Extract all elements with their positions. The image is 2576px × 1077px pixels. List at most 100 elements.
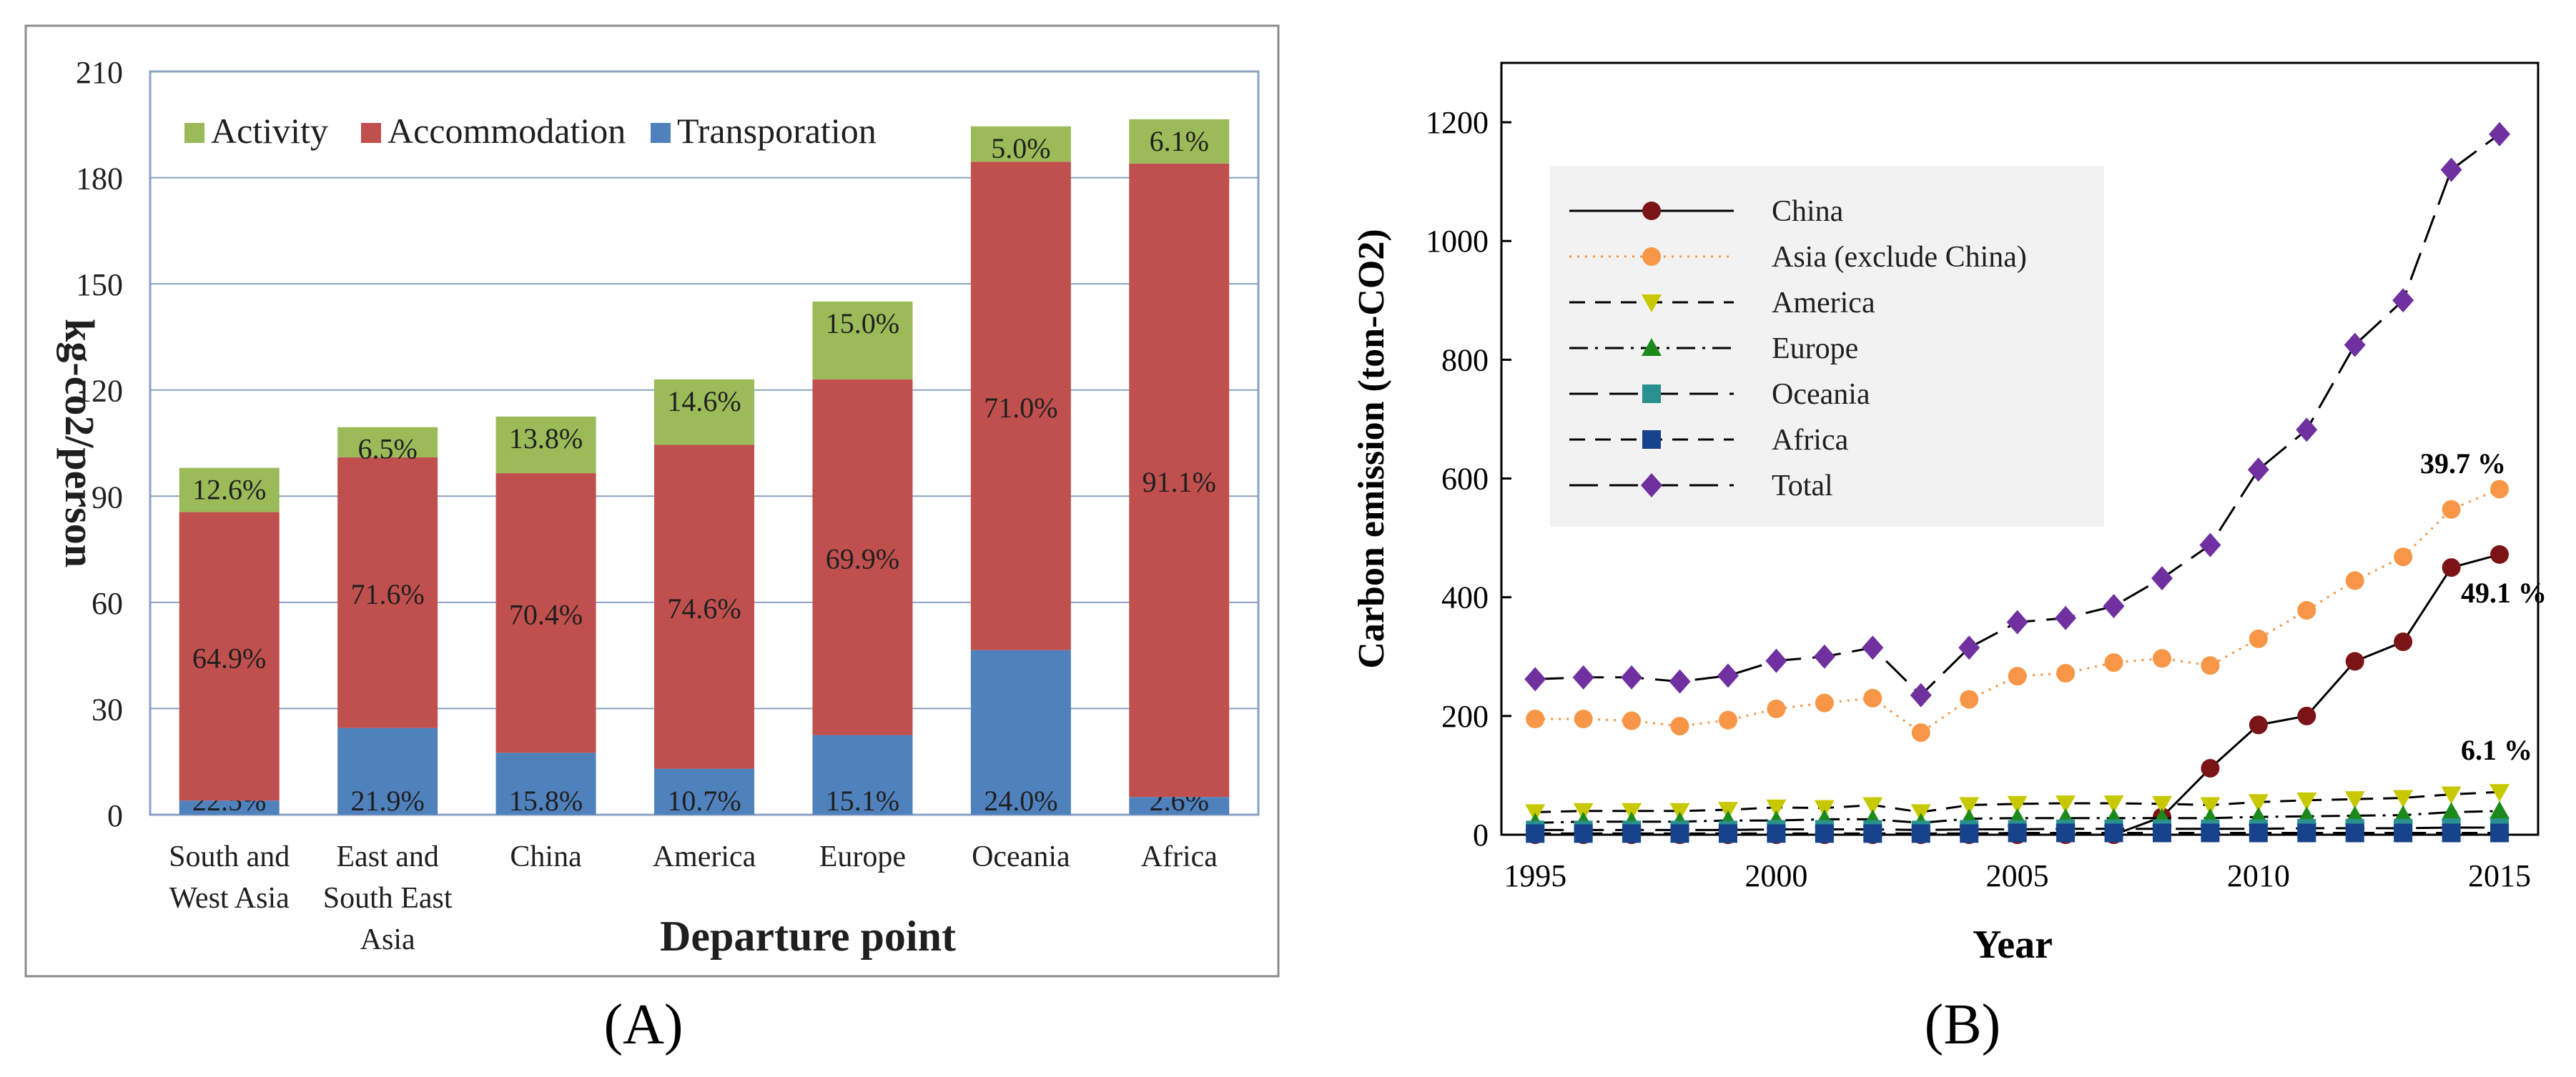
a-x-tick-labels: South and West Asia East and South East Asia… (169, 840, 1218, 956)
point-total (1765, 648, 1787, 673)
point-africa (2104, 823, 2123, 843)
point-america (2248, 794, 2269, 813)
legend-label-activity: Activity (211, 111, 328, 151)
point-china (2345, 652, 2364, 671)
point-total (1862, 635, 1884, 660)
bar-activity-0 (179, 467, 280, 512)
point-america (2393, 790, 2414, 808)
a-x-tick-label: South East (323, 882, 453, 915)
point-asia-exclude-china (2152, 649, 2171, 668)
point-asia-exclude-china (1960, 690, 1979, 709)
legend-marker-africa (1642, 430, 1661, 449)
legend-label-africa: Africa (1772, 424, 1849, 457)
point-america (2489, 784, 2510, 803)
point-china (2490, 545, 2510, 564)
bar-activity-6 (1129, 119, 1230, 164)
a-x-axis-title: Departure point (660, 913, 956, 960)
point-america (1814, 800, 1835, 818)
point-asia-exclude-china (2394, 547, 2413, 567)
bar-data-label: 10.7% (667, 785, 741, 817)
bar-data-label: 15.0% (826, 307, 899, 339)
b-y-axis-title: Carbon emission (ton-CO2) (1351, 229, 1392, 668)
point-asia-exclude-china (1767, 699, 1786, 718)
annotation-asia-share: 39.7 % (2420, 447, 2506, 480)
legend-swatch-transporation (651, 123, 671, 143)
bar-transporation-2 (495, 753, 596, 815)
point-asia-exclude-china (2249, 629, 2268, 648)
point-asia-exclude-china (1911, 723, 1930, 743)
point-america (2056, 795, 2076, 813)
point-africa (2442, 823, 2461, 843)
point-africa (1960, 824, 1979, 843)
bar-data-label: 70.4% (509, 599, 583, 631)
legend-marker-america (1642, 294, 1662, 312)
bar-data-label: 13.8% (509, 422, 583, 455)
point-asia-exclude-china (1815, 693, 1834, 713)
point-africa (1670, 824, 1689, 843)
bar-accommodation-1 (337, 457, 438, 728)
bar-accommodation-3 (654, 445, 754, 769)
point-total (1621, 665, 1643, 690)
legend-marker-china (1642, 202, 1661, 220)
point-china (2249, 715, 2268, 735)
point-africa (1622, 824, 1642, 843)
point-total (1910, 683, 1932, 708)
point-america (1959, 797, 1980, 815)
b-series-lines (1524, 121, 2511, 844)
point-asia-exclude-china (2297, 600, 2316, 620)
a-y-tick-labels: 0 30 60 90 120 150 180 210 (76, 55, 123, 833)
point-africa (2297, 823, 2316, 843)
legend-label-transporation: Transporation (677, 111, 877, 151)
bar-activity-4 (812, 301, 913, 379)
legend-label-china: China (1772, 195, 1844, 228)
a-x-tick-label: West Asia (169, 882, 290, 915)
bar-data-label: 6.5% (357, 433, 417, 465)
bar-transporation-4 (812, 735, 913, 815)
bar-activity-2 (495, 416, 596, 474)
point-total (2247, 457, 2269, 482)
legend-label-total: Total (1772, 470, 1833, 502)
point-asia-exclude-china (1863, 688, 1882, 708)
point-africa (2201, 823, 2220, 843)
a-x-tick-label: East and (336, 840, 438, 873)
point-africa (1526, 824, 1545, 843)
bar-data-label: 15.1% (826, 785, 899, 817)
a-x-tick-label: China (510, 840, 582, 873)
bar-data-label: 24.0% (984, 785, 1057, 817)
bar-accommodation-2 (495, 473, 596, 753)
point-africa (2056, 823, 2076, 843)
point-africa (2249, 823, 2268, 843)
point-china (2201, 758, 2220, 778)
legend-swatch-accommodation (361, 123, 381, 143)
b-x-tick-label: 2000 (1745, 858, 1807, 893)
a-x-tick-label: Asia (360, 923, 415, 956)
point-asia-exclude-china (1718, 710, 1737, 730)
a-bars: 22.5%64.9%12.6%21.9%71.6%6.5%15.8%70.4%1… (179, 119, 1230, 817)
a-y-tick-label: 90 (92, 480, 123, 515)
a-y-tick-label: 120 (76, 374, 123, 409)
point-asia-exclude-china (2442, 500, 2461, 519)
point-africa (1815, 824, 1834, 843)
b-x-tick-label: 2010 (2227, 858, 2290, 893)
bar-accommodation-4 (812, 379, 913, 735)
point-asia-exclude-china (2490, 480, 2510, 499)
legend-marker-total (1641, 473, 1662, 497)
bar-data-label: 12.6% (192, 474, 266, 506)
point-asia-exclude-china (2201, 656, 2220, 675)
b-x-tick-label: 2005 (1986, 858, 2049, 893)
a-y-axis-title: kg-co2/person (56, 319, 103, 567)
bar-data-label: 15.8% (509, 785, 583, 817)
point-total (2199, 532, 2221, 557)
b-y-tick-label: 1200 (1426, 105, 1489, 140)
legend-label-europe: Europe (1772, 332, 1858, 365)
bar-data-label: 64.9% (192, 642, 266, 674)
bar-data-label: 6.1% (1150, 125, 1209, 157)
point-america (2200, 797, 2221, 815)
point-africa (1574, 824, 1593, 843)
b-y-tick-label: 0 (1473, 818, 1489, 853)
point-africa (2394, 823, 2413, 843)
point-africa (2345, 823, 2364, 843)
b-y-tick-label: 800 (1441, 342, 1489, 377)
point-total (2006, 610, 2028, 635)
legend-label-accommodation: Accommodation (388, 111, 626, 151)
